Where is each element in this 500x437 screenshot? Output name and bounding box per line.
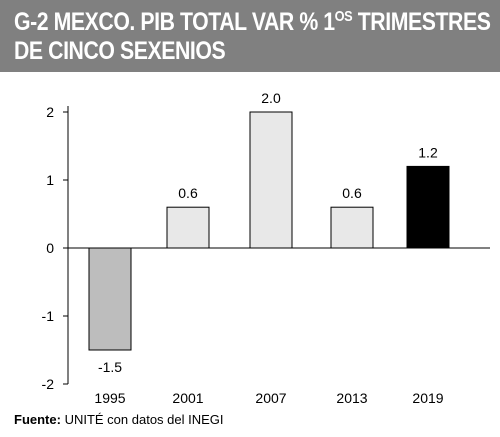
- y-tick-label-3: 1: [46, 172, 54, 188]
- title-text-b: TRIMESTRES: [352, 8, 491, 36]
- title-superscript: OS: [334, 8, 353, 25]
- value-label-2007: 2.0: [261, 90, 281, 106]
- value-label-2019: 1.2: [418, 144, 438, 160]
- bar-1995: [88, 247, 132, 351]
- bar-2019: [406, 165, 450, 249]
- y-tick-label-0: -2: [42, 376, 55, 392]
- value-label-2013: 0.6: [342, 185, 362, 201]
- category-label-1995: 1995: [94, 390, 125, 406]
- chart-title-line-2: DE CINCO SEXENIOS: [14, 37, 226, 65]
- bar-2007: [249, 111, 293, 249]
- category-label-2007: 2007: [255, 390, 286, 406]
- value-label-2001: 0.6: [178, 185, 198, 201]
- chart-title-line-1: G-2 MEXCO. PIB TOTAL VAR % 1OS TRIMESTRE…: [14, 8, 491, 37]
- category-label-2019: 2019: [412, 390, 443, 406]
- source-note: Fuente: UNITÉ con datos del INEGI: [14, 412, 224, 427]
- bar-chart: -2 -1 0 1 2 -1.5 1995 0.6 2001 2.0 2007 0.6 2013 1.2 2…: [42, 90, 490, 406]
- category-label-2013: 2013: [336, 390, 367, 406]
- source-label: Fuente:: [14, 412, 61, 427]
- source-text: UNITÉ con datos del INEGI: [60, 412, 224, 427]
- bar-2013: [330, 206, 374, 249]
- y-tick-label-1: -1: [42, 308, 55, 324]
- bar-2001: [166, 206, 210, 249]
- y-tick-label-2: 0: [46, 240, 54, 256]
- value-label-1995: -1.5: [98, 359, 122, 375]
- category-label-2001: 2001: [172, 390, 203, 406]
- title-text-a: G-2 MEXCO. PIB TOTAL VAR % 1: [14, 8, 335, 36]
- y-tick-label-4: 2: [46, 104, 54, 120]
- chart-header: G-2 MEXCO. PIB TOTAL VAR % 1OS TRIMESTRE…: [0, 0, 500, 72]
